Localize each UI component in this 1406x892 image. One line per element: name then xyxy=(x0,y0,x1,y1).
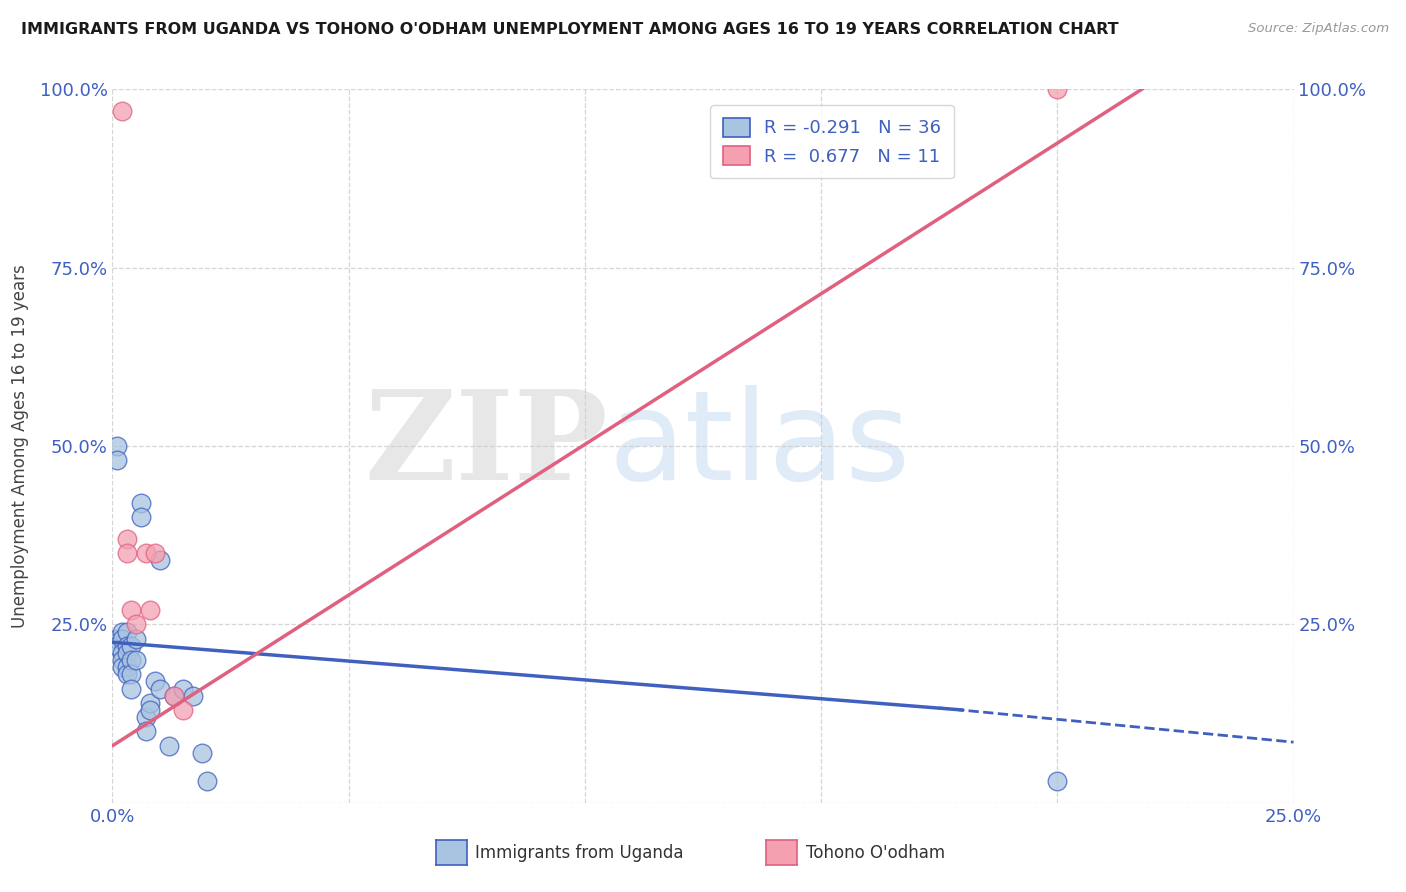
Point xyxy=(163,689,186,703)
Text: atlas: atlas xyxy=(609,385,911,507)
Point xyxy=(111,653,134,667)
Point xyxy=(105,453,128,467)
Point xyxy=(120,653,142,667)
Point xyxy=(172,681,194,696)
Point xyxy=(143,674,166,689)
Point xyxy=(139,696,162,710)
Point xyxy=(172,703,194,717)
Point xyxy=(135,546,157,560)
Point xyxy=(111,646,134,660)
Point xyxy=(115,546,138,560)
Text: Tohono O'odham: Tohono O'odham xyxy=(806,844,945,862)
Point xyxy=(195,774,218,789)
Point xyxy=(105,632,128,646)
Point xyxy=(139,603,162,617)
Point xyxy=(115,532,138,546)
Text: ZIP: ZIP xyxy=(364,385,609,507)
Point xyxy=(135,724,157,739)
Point xyxy=(115,646,138,660)
Point xyxy=(105,639,128,653)
Point xyxy=(181,689,204,703)
Point xyxy=(115,624,138,639)
Point xyxy=(129,510,152,524)
Text: Immigrants from Uganda: Immigrants from Uganda xyxy=(475,844,683,862)
Point xyxy=(115,667,138,681)
Text: IMMIGRANTS FROM UGANDA VS TOHONO O'ODHAM UNEMPLOYMENT AMONG AGES 16 TO 19 YEARS : IMMIGRANTS FROM UGANDA VS TOHONO O'ODHAM… xyxy=(21,22,1119,37)
Point xyxy=(115,660,138,674)
Point xyxy=(149,553,172,567)
Point xyxy=(105,439,128,453)
Point xyxy=(125,653,148,667)
Point xyxy=(111,660,134,674)
Text: Source: ZipAtlas.com: Source: ZipAtlas.com xyxy=(1249,22,1389,36)
Point xyxy=(143,546,166,560)
Point xyxy=(120,603,142,617)
Legend: R = -0.291   N = 36, R =  0.677   N = 11: R = -0.291 N = 36, R = 0.677 N = 11 xyxy=(710,105,953,178)
Y-axis label: Unemployment Among Ages 16 to 19 years: Unemployment Among Ages 16 to 19 years xyxy=(10,264,28,628)
Point xyxy=(125,632,148,646)
Point xyxy=(149,681,172,696)
Point xyxy=(1046,774,1069,789)
Point xyxy=(120,667,142,681)
Point xyxy=(115,639,138,653)
Point xyxy=(1046,82,1069,96)
Point xyxy=(111,103,134,118)
Point xyxy=(157,739,180,753)
Point xyxy=(191,746,214,760)
Point xyxy=(135,710,157,724)
Point xyxy=(120,681,142,696)
Point xyxy=(125,617,148,632)
Point xyxy=(139,703,162,717)
Point xyxy=(111,624,134,639)
Point xyxy=(120,639,142,653)
Point xyxy=(111,632,134,646)
Point xyxy=(163,689,186,703)
Point xyxy=(129,496,152,510)
